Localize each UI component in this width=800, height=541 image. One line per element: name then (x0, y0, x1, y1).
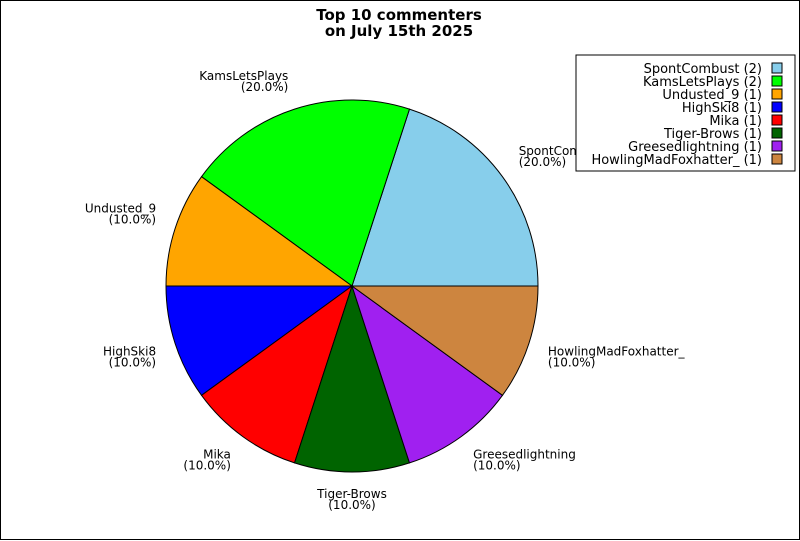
pie-slice-tiger-brows (293, 284, 411, 473)
legend-label-mika: Mika (1) (709, 114, 762, 129)
slice-percent-kamsletsplays: (20.0%) (241, 80, 288, 94)
legend-label-highski8: HighSki8 (1) (682, 101, 762, 116)
pie-slice-spontcombust (351, 108, 539, 287)
slice-percent-howlingmadfoxhatter: (10.0%) (548, 356, 595, 370)
slice-percent-greesedlightning: (10.0%) (473, 459, 520, 473)
chart-title-line-1: Top 10 commenters (316, 6, 482, 24)
pie-slices (165, 99, 539, 473)
chart-title-line-2: on July 15th 2025 (325, 22, 473, 40)
slice-percent-undusted-9: (10.0%) (109, 212, 156, 226)
legend-swatch-greesedlightning (771, 140, 783, 152)
chart-legend: SpontCombust (2)KamsLetsPlays (2)Unduste… (575, 54, 796, 172)
slice-label-greesedlightning: Greesedlightning (473, 448, 576, 462)
slice-label-kamsletsplays: KamsLetsPlays (199, 69, 288, 83)
pie-slice-greesedlightning (351, 284, 504, 464)
slice-percent-spontcombust: (20.0%) (519, 155, 566, 169)
slice-percent-highski8: (10.0%) (109, 356, 156, 370)
legend-swatch-spontcombust (771, 62, 783, 74)
slice-label-tiger-brows: Tiger-Brows (316, 487, 387, 501)
legend-swatch-mika (771, 114, 783, 126)
legend-label-howlingmadfoxhatter: HowlingMadFoxhatter_ (1) (591, 153, 762, 168)
legend-swatch-tiger-brows (771, 127, 783, 139)
slice-percent-tiger-brows: (10.0%) (328, 498, 375, 512)
pie-slice-howlingmadfoxhatter (350, 285, 539, 397)
legend-frame (575, 54, 796, 172)
legend-swatch-undusted-9 (771, 88, 783, 100)
slice-label-howlingmadfoxhatter: HowlingMadFoxhatter_ (548, 345, 686, 359)
slice-label-undusted-9: Undusted_9 (85, 201, 156, 215)
legend-swatch-highski8 (771, 101, 783, 113)
pie-slice-kamsletsplays (200, 99, 411, 287)
legend-label-greesedlightning: Greesedlightning (1) (628, 140, 762, 155)
legend-label-undusted-9: Undusted_9 (1) (662, 88, 762, 103)
legend-label-tiger-brows: Tiger-Brows (1) (663, 127, 762, 142)
slice-labels: SpontCombust(20.0%)KamsLetsPlays(20.0%)U… (85, 69, 686, 512)
legend-label-kamsletsplays: KamsLetsPlays (2) (643, 75, 762, 90)
pie-slice-undusted-9 (165, 175, 354, 287)
slice-label-highski8: HighSki8 (103, 345, 156, 359)
chart-title: Top 10 commenters on July 15th 2025 (316, 6, 482, 40)
slice-percent-mika: (10.0%) (183, 459, 230, 473)
legend-swatch-howlingmadfoxhatter (771, 153, 783, 165)
legend-swatch-kamsletsplays (771, 75, 783, 87)
slice-label-mika: Mika (203, 448, 231, 462)
pie-slice-mika (200, 284, 353, 464)
legend-label-spontcombust: SpontCombust (2) (644, 62, 762, 77)
pie-slice-highski8 (165, 285, 354, 397)
